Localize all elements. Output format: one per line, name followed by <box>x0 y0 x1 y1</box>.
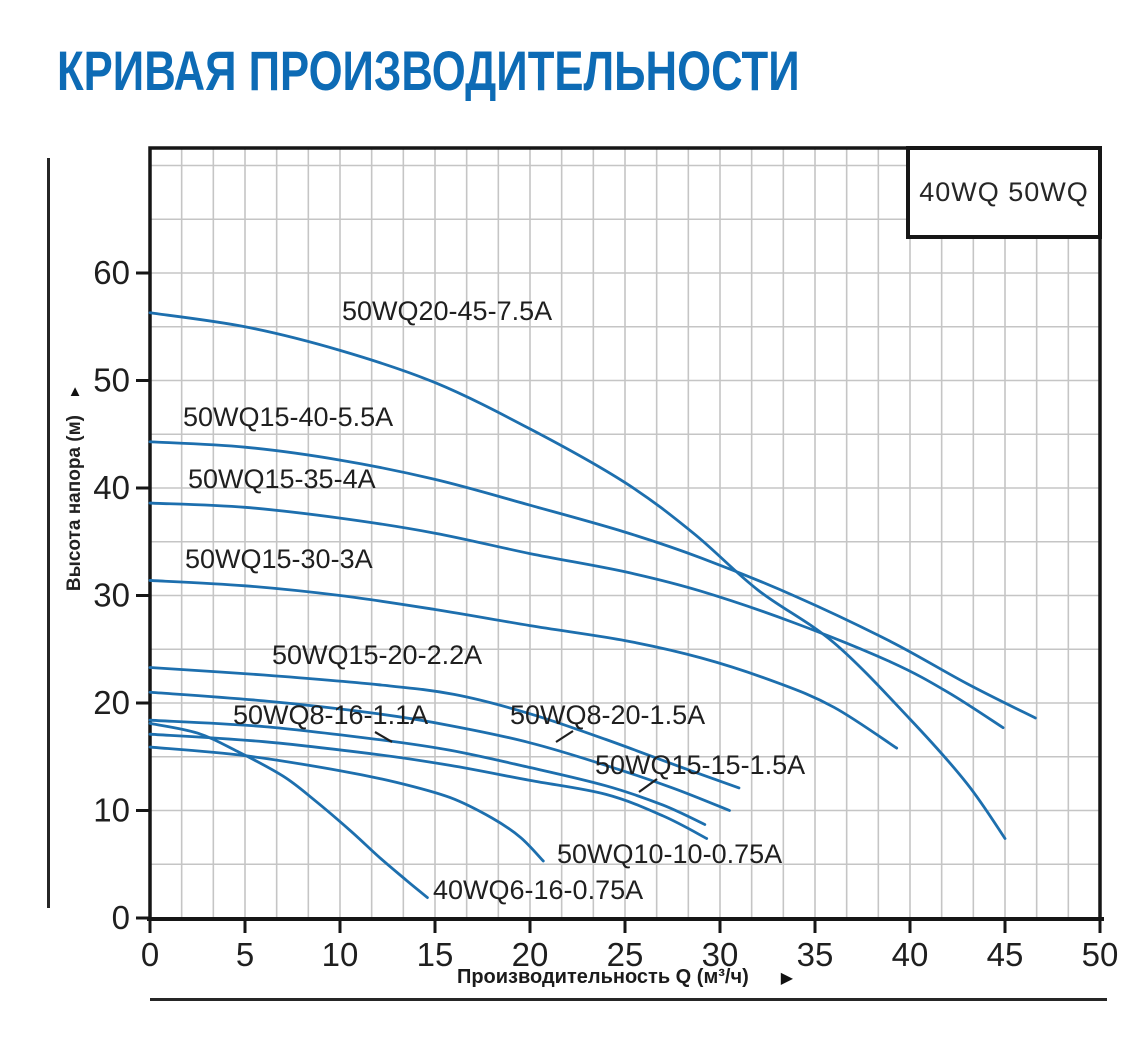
x-tick-label: 20 <box>512 936 549 973</box>
legend-label: 40WQ 50WQ <box>919 177 1089 207</box>
y-tick-label: 40 <box>93 469 130 506</box>
x-axis-label: Производительность Q (м³/ч) <box>456 966 749 988</box>
curve-50WQ15-35-4A <box>148 501 1005 730</box>
x-tick-label: 5 <box>236 936 254 973</box>
curve-label-50WQ15-15-1.5A: 50WQ15-15-1.5A <box>595 750 805 780</box>
label-pointer-50WQ8-20-1.5A <box>555 730 574 743</box>
y-tick-label: 20 <box>93 684 130 721</box>
x-tick-label: 30 <box>702 936 739 973</box>
x-tick-label: 40 <box>892 936 929 973</box>
curve-label-50WQ8-16-1.1A: 50WQ8-16-1.1A <box>233 700 428 730</box>
axis-ticks: 0 5 10 15 20 25 30 35 40 45 50 0 10 20 30 40 50 60 <box>93 254 1118 973</box>
curve-label-50WQ15-40-5.5A: 50WQ15-40-5.5A <box>183 402 393 432</box>
page-title: КРИВАЯ ПРОИЗВОДИТЕЛЬНОСТИ <box>57 39 800 102</box>
x-axis-title: Производительность Q (м³/ч) ▶ <box>150 966 1100 989</box>
up-arrow-icon: ▲ <box>67 383 83 400</box>
x-tick-label: 50 <box>1082 936 1119 973</box>
curve-50WQ15-15-1.5A <box>148 732 709 840</box>
grid <box>150 148 1100 919</box>
x-tick-label: 45 <box>987 936 1024 973</box>
y-tick-label: 10 <box>93 792 130 829</box>
curve-50WQ10-10-0.75A <box>148 745 545 863</box>
x-tick-label: 15 <box>417 936 454 973</box>
x-tick-label: 35 <box>797 936 834 973</box>
y-tick-label: 0 <box>112 899 130 936</box>
right-arrow-icon: ▶ <box>780 970 794 987</box>
y-tick-label: 30 <box>93 577 130 614</box>
curve-label-50WQ15-30-3A: 50WQ15-30-3A <box>185 544 373 574</box>
curve-label-50WQ15-20-2.2A: 50WQ15-20-2.2A <box>272 640 482 670</box>
y-tick-label: 50 <box>93 362 130 399</box>
left-vertical-rule <box>47 158 50 908</box>
label-pointer-50WQ15-15-1.5A <box>638 778 658 793</box>
curve-50WQ15-20-2.2A <box>148 666 741 790</box>
y-tick-label: 60 <box>93 254 130 291</box>
bottom-divider <box>150 998 1107 1001</box>
y-axis-label: Высота напора (м) <box>64 415 85 592</box>
curve-label-50WQ15-35-4A: 50WQ15-35-4A <box>188 464 376 494</box>
curve-label-50WQ10-10-0.75A: 50WQ10-10-0.75A <box>557 839 782 869</box>
x-tick-label: 25 <box>607 936 644 973</box>
curve-50WQ20-45-7.5A <box>148 311 1007 840</box>
x-tick-label: 10 <box>322 936 359 973</box>
curve-label-50WQ20-45-7.5A: 50WQ20-45-7.5A <box>342 296 552 326</box>
curve-50WQ15-40-5.5A <box>148 440 1037 720</box>
legend-box: 40WQ 50WQ <box>906 146 1102 239</box>
label-pointer-50WQ8-16-1.1A <box>374 731 393 743</box>
y-axis-title: ▲ Высота напора (м) <box>56 384 94 591</box>
curve-40WQ6-16-0.75A <box>148 722 429 899</box>
curve-label-50WQ8-20-1.5A: 50WQ8-20-1.5A <box>510 700 705 730</box>
curve-50WQ8-16-1.1A <box>148 718 707 826</box>
x-tick-label: 0 <box>141 936 159 973</box>
curve-50WQ15-30-3A <box>148 579 899 750</box>
curve-label-40WQ6-16-0.75A: 40WQ6-16-0.75A <box>433 875 643 905</box>
